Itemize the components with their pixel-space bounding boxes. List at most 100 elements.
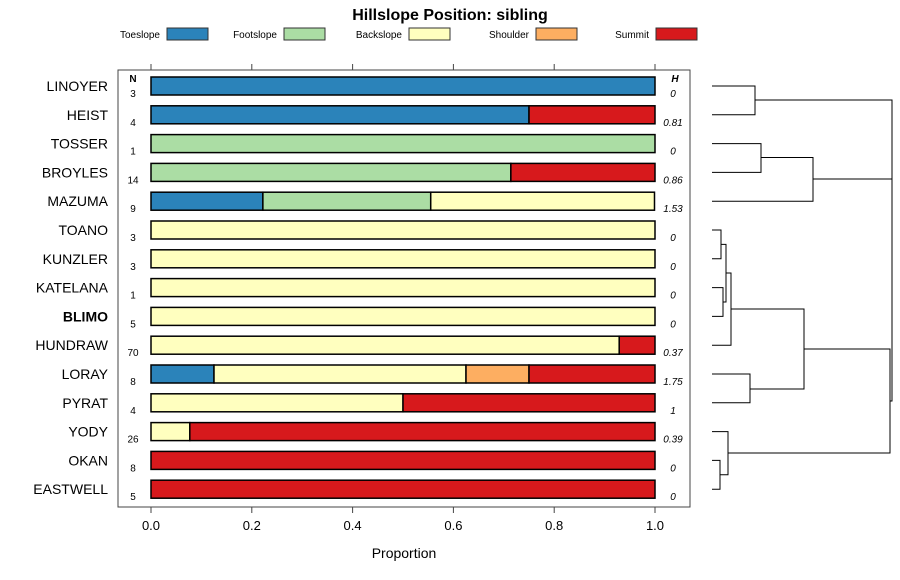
n-value: 9 <box>130 204 136 215</box>
dendrogram-branch <box>712 157 814 202</box>
n-value: 5 <box>130 319 136 330</box>
n-value: 26 <box>127 435 139 446</box>
h-value: 0.86 <box>663 175 683 186</box>
bar-segment-backslope <box>150 393 404 413</box>
n-value: 8 <box>130 463 136 474</box>
h-value: 1.75 <box>663 377 683 388</box>
row-label: KATELANA <box>36 280 109 296</box>
legend-swatch-backslope <box>408 27 451 41</box>
bar-row-linoyer: LINOYER 3 0 <box>47 76 676 100</box>
bar-row-heist: HEIST 4 0.81 <box>67 105 683 129</box>
x-tick-label: 0.6 <box>444 518 462 533</box>
dendrogram-branch <box>712 272 732 346</box>
bar-segment-footslope <box>150 133 656 154</box>
row-label: OKAN <box>68 452 108 468</box>
legend-label-footslope: Footslope <box>233 30 277 41</box>
bar-segment-backslope <box>150 249 656 269</box>
x-tick-label: 0.0 <box>142 518 160 533</box>
bar-segment-toeslope <box>150 76 656 96</box>
dendrogram-root <box>755 99 893 402</box>
legend-swatch-footslope <box>283 27 326 41</box>
row-label: LORAY <box>62 366 109 382</box>
h-value: 0 <box>670 89 676 100</box>
bar-segment-summit <box>528 105 656 125</box>
n-value: 5 <box>130 492 136 503</box>
row-label: YODY <box>68 424 108 440</box>
bar-segment-toeslope <box>150 191 264 211</box>
bar-row-loray: LORAY 8 1.75 <box>62 364 683 388</box>
row-label: MAZUMA <box>47 193 108 209</box>
bar-segment-summit <box>150 450 656 471</box>
legend-label-toeslope: Toeslope <box>120 30 160 41</box>
row-label: BLIMO <box>63 308 108 324</box>
bar-row-pyrat: PYRAT 4 1 <box>62 393 676 417</box>
bar-segment-backslope <box>150 421 191 442</box>
h-value: 0.81 <box>663 118 682 129</box>
bar-segment-toeslope <box>150 364 215 384</box>
bar-row-okan: OKAN 8 0 <box>68 450 676 474</box>
n-value: 1 <box>130 147 136 158</box>
legend-swatch-shoulder <box>535 27 578 41</box>
bar-segment-toeslope <box>150 105 530 125</box>
bar-segment-shoulder <box>465 364 530 384</box>
legend-label-shoulder: Shoulder <box>489 30 530 41</box>
x-tick-label: 0.2 <box>243 518 261 533</box>
bar-row-eastwell: EASTWELL 5 0 <box>33 479 676 503</box>
bar-row-hundraw: HUNDRAW 70 0.37 <box>35 335 683 359</box>
dendrogram-branch <box>712 373 751 404</box>
legend-label-backslope: Backslope <box>356 30 403 41</box>
x-axis: 0.0 0.2 0.4 0.6 0.8 1.0 <box>142 64 664 533</box>
bar-segment-backslope <box>429 191 656 211</box>
row-label: HUNDRAW <box>35 337 108 353</box>
row-label: BROYLES <box>42 164 108 180</box>
bar-segment-backslope <box>150 277 656 298</box>
bar-row-tosser: TOSSER 1 0 <box>51 133 676 158</box>
h-value: 0 <box>670 463 676 474</box>
bar-segment-backslope <box>213 364 467 384</box>
row-label: LINOYER <box>47 78 108 94</box>
h-value: 0 <box>670 262 676 273</box>
bar-segment-backslope <box>150 335 620 355</box>
n-header: N <box>129 74 136 85</box>
bar-segment-summit <box>150 479 656 499</box>
n-value: 4 <box>130 406 136 417</box>
row-label: KUNZLER <box>43 251 108 267</box>
h-value: 0 <box>670 291 676 302</box>
h-header: H <box>671 74 679 85</box>
h-value: 0.39 <box>663 435 683 446</box>
x-tick-label: 0.8 <box>545 518 563 533</box>
bar-segment-footslope <box>150 162 512 183</box>
n-value: 8 <box>130 377 136 388</box>
bar-row-yody: YODY 26 0.39 <box>68 421 683 446</box>
dendrogram-branch <box>712 143 762 173</box>
h-value: 0 <box>670 492 676 503</box>
plot-panel <box>117 69 691 508</box>
n-value: 1 <box>130 291 136 302</box>
x-tick-label: 1.0 <box>646 518 664 533</box>
dendrogram-branch <box>728 348 891 454</box>
h-value: 0 <box>670 233 676 244</box>
bar-row-blimo: BLIMO 5 0 <box>63 306 676 330</box>
bar-row-broyles: BROYLES 14 0.86 <box>42 162 683 186</box>
bar-segment-summit <box>618 335 656 355</box>
n-value: 4 <box>130 118 136 129</box>
bar-segment-summit <box>402 393 656 413</box>
row-label: TOANO <box>58 222 108 238</box>
row-label: HEIST <box>67 107 109 123</box>
n-value: 70 <box>127 348 139 359</box>
row-label: TOSSER <box>51 136 108 152</box>
dendrogram-branch <box>712 85 756 116</box>
x-axis-label: Proportion <box>372 545 437 561</box>
legend: Toeslope Footslope Backslope Shoulder Summit <box>120 27 698 41</box>
bar-segment-backslope <box>150 220 656 240</box>
dendrogram <box>712 85 893 490</box>
h-value: 0 <box>670 147 676 158</box>
h-value: 1.53 <box>663 204 683 215</box>
bar-row-katelana: KATELANA 1 0 <box>36 277 676 302</box>
bar-segment-backslope <box>150 306 656 327</box>
legend-swatch-summit <box>655 27 698 41</box>
dendrogram-branch <box>712 459 721 490</box>
bar-segment-summit <box>510 162 656 183</box>
